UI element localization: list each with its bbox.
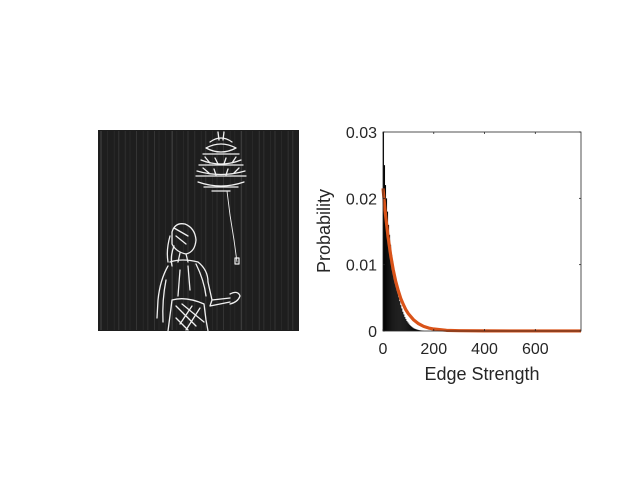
x-tick-label: 600 bbox=[522, 341, 549, 358]
edge-image-drawing bbox=[156, 131, 247, 332]
x-tick-label: 0 bbox=[379, 341, 388, 358]
y-axis: 0 0.01 0.02 0.03 bbox=[346, 125, 581, 341]
histogram-chart: 0 200 400 600 0 0.01 0.02 0.03 Edge Strength P… bbox=[314, 125, 582, 384]
histogram-bar bbox=[408, 323, 410, 331]
histogram-bar bbox=[401, 308, 403, 331]
histogram-bar bbox=[393, 269, 395, 331]
histogram-bar bbox=[402, 311, 404, 331]
histogram-bar bbox=[415, 329, 417, 331]
histogram-bar bbox=[386, 198, 388, 331]
histogram-bar bbox=[385, 185, 387, 331]
histogram-bar bbox=[383, 132, 385, 331]
y-tick-label: 0 bbox=[368, 324, 377, 341]
plot-frame bbox=[382, 131, 582, 332]
histogram-bar bbox=[403, 314, 405, 331]
histogram-bars bbox=[383, 132, 424, 331]
histogram-bar bbox=[392, 261, 394, 331]
histogram-bar bbox=[414, 328, 416, 331]
girl-edges bbox=[156, 223, 241, 332]
histogram-bar bbox=[416, 329, 418, 331]
y-tick-label: 0.03 bbox=[346, 125, 377, 142]
x-axis-label: Edge Strength bbox=[424, 364, 539, 384]
histogram-bar bbox=[387, 211, 389, 331]
string-edges bbox=[226, 190, 238, 263]
string-weight-edge bbox=[234, 257, 240, 265]
histogram-bar bbox=[389, 234, 391, 331]
y-axis-label: Probability bbox=[314, 189, 334, 273]
histogram-bar bbox=[399, 301, 401, 331]
histogram-bar bbox=[391, 254, 393, 331]
histogram-bar bbox=[400, 305, 402, 331]
plot-area bbox=[383, 132, 581, 331]
histogram-bar bbox=[409, 325, 411, 331]
histogram-bar bbox=[396, 287, 398, 331]
histogram-bar bbox=[417, 329, 419, 331]
histogram-bar bbox=[395, 281, 397, 331]
histogram-bar bbox=[397, 292, 399, 331]
x-tick-label: 400 bbox=[471, 341, 498, 358]
histogram-bar bbox=[418, 330, 420, 331]
histogram-bar bbox=[398, 297, 400, 331]
x-tick-label: 200 bbox=[420, 341, 447, 358]
histogram-bar bbox=[412, 327, 414, 331]
edge-image-panel bbox=[98, 130, 299, 332]
x-axis: 0 200 400 600 bbox=[379, 132, 549, 358]
histogram-bar bbox=[411, 326, 413, 331]
histogram-bar bbox=[384, 165, 386, 331]
histogram-bar bbox=[390, 244, 392, 331]
histogram-bar bbox=[410, 326, 412, 331]
histogram-bar bbox=[394, 275, 396, 331]
histogram-bar bbox=[413, 328, 415, 331]
edge-image-background bbox=[98, 130, 299, 331]
histogram-bar bbox=[406, 321, 408, 331]
histogram-bar bbox=[405, 319, 407, 331]
histogram-bar bbox=[407, 322, 409, 331]
histogram-bar bbox=[404, 317, 406, 331]
y-tick-label: 0.01 bbox=[346, 258, 377, 275]
histogram-bar bbox=[388, 224, 390, 331]
y-tick-label: 0.02 bbox=[346, 191, 377, 208]
